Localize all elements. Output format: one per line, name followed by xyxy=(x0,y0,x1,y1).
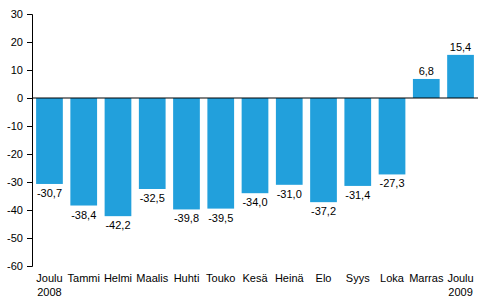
y-tick-label: 30 xyxy=(11,8,23,20)
data-label: -32,5 xyxy=(140,192,165,204)
x-tick-label: Maalis xyxy=(136,272,168,284)
data-label: -34,0 xyxy=(242,196,267,208)
y-tick: -20 xyxy=(7,148,32,160)
y-tick-mark xyxy=(27,266,32,267)
x-tick-label: Loka xyxy=(380,272,405,284)
x-tick-label: Touko xyxy=(206,272,235,284)
y-tick: -50 xyxy=(7,232,32,244)
zero-line xyxy=(32,98,478,99)
data-label: 6,8 xyxy=(419,65,434,77)
data-label: -38,4 xyxy=(71,209,96,221)
x-tick-label: Joulu2009 xyxy=(447,272,473,298)
x-tick: Tammi xyxy=(68,266,100,284)
y-tick-mark xyxy=(27,98,32,99)
data-label: -39,8 xyxy=(174,212,199,224)
bar xyxy=(105,98,132,216)
y-axis: -60 -50 -40 -30 -20 -10 0 10 20 30 xyxy=(7,8,32,272)
bar xyxy=(413,79,440,98)
y-tick: 0 xyxy=(17,92,32,104)
data-labels: -30,7 -38,4 -42,2 -32,5 -39,8 -39,5 -34,0 -31,0… xyxy=(37,41,471,231)
y-tick: -40 xyxy=(7,204,32,216)
chart: -60 -50 -40 -30 -20 -10 0 10 20 30 Joulu2008 Tammi H… xyxy=(0,0,485,300)
y-tick: -30 xyxy=(7,176,32,188)
bar xyxy=(173,98,200,209)
x-tick: Maalis xyxy=(136,266,168,284)
y-tick-mark xyxy=(27,238,32,239)
y-tick-mark xyxy=(27,210,32,211)
bar xyxy=(447,55,474,98)
y-tick-label: -40 xyxy=(7,204,23,216)
y-tick-mark xyxy=(27,154,32,155)
y-tick: -10 xyxy=(7,120,32,132)
bar xyxy=(207,98,234,209)
y-tick: 30 xyxy=(11,8,32,20)
x-axis: Joulu2008 Tammi Helmi Maalis Huhti Touko Kesä H… xyxy=(36,266,473,298)
x-tick-label: Marras xyxy=(409,272,444,284)
x-tick-label: Syys xyxy=(346,272,370,284)
data-label: -27,3 xyxy=(379,177,404,189)
y-tick-mark xyxy=(27,42,32,43)
y-tick-mark xyxy=(27,14,32,15)
data-label: 15,4 xyxy=(450,41,471,53)
y-tick-label: -50 xyxy=(7,232,23,244)
bar xyxy=(344,98,371,186)
bar xyxy=(139,98,166,189)
x-tick: Heinä xyxy=(275,266,305,284)
bar xyxy=(36,98,63,184)
data-label: -39,5 xyxy=(208,212,233,224)
bar xyxy=(379,98,406,174)
bar xyxy=(310,98,337,202)
x-tick: Marras xyxy=(409,266,444,284)
bar xyxy=(70,98,97,206)
y-tick-label: -30 xyxy=(7,176,23,188)
y-tick-mark xyxy=(27,70,32,71)
y-tick-label: 0 xyxy=(17,92,23,104)
x-tick-label: Huhti xyxy=(174,272,200,284)
x-tick-label: Tammi xyxy=(68,272,100,284)
y-tick-label: -20 xyxy=(7,148,23,160)
data-label: -30,7 xyxy=(37,187,62,199)
x-tick: Loka xyxy=(380,266,405,284)
y-tick-label: 10 xyxy=(11,64,23,76)
y-tick-label: -60 xyxy=(7,260,23,272)
data-label: -42,2 xyxy=(105,219,130,231)
bars xyxy=(36,55,474,216)
x-tick: Touko xyxy=(206,266,235,284)
x-tick: Syys xyxy=(346,266,370,284)
x-tick: Helmi xyxy=(104,266,132,284)
x-tick-label: Helmi xyxy=(104,272,132,284)
data-label: -31,0 xyxy=(277,188,302,200)
x-tick-label: Joulu2008 xyxy=(36,272,62,298)
y-tick: 10 xyxy=(11,64,32,76)
bar xyxy=(242,98,269,193)
y-tick-mark xyxy=(27,126,32,127)
x-tick-label: Kesä xyxy=(242,272,268,284)
x-tick-label: Elo xyxy=(316,272,332,284)
y-tick: -60 xyxy=(7,260,32,272)
data-label: -37,2 xyxy=(311,205,336,217)
y-tick-label: -10 xyxy=(7,120,23,132)
y-tick-mark xyxy=(27,182,32,183)
x-tick: Kesä xyxy=(242,266,268,284)
y-axis-line xyxy=(27,15,33,267)
y-tick-label: 20 xyxy=(11,36,23,48)
y-tick: 20 xyxy=(11,36,32,48)
plot: -60 -50 -40 -30 -20 -10 0 10 20 30 Joulu2008 Tammi H… xyxy=(7,8,478,298)
data-label: -31,4 xyxy=(345,189,370,201)
bar xyxy=(276,98,303,185)
x-tick: Elo xyxy=(316,266,332,284)
x-tick-label: Heinä xyxy=(275,272,305,284)
x-tick: Huhti xyxy=(174,266,200,284)
x-tick: Joulu2008 xyxy=(36,266,62,298)
x-tick: Joulu2009 xyxy=(447,266,473,298)
